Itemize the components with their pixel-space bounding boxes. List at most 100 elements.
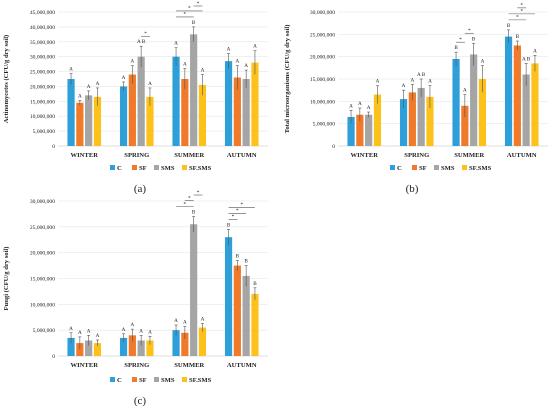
y-tick-label: 40,000,000 — [30, 25, 55, 31]
significance-letter: A — [402, 83, 406, 89]
legend-swatch — [434, 165, 439, 170]
legend-label: SF — [419, 165, 427, 172]
bar — [190, 224, 198, 356]
x-tick-label: AUTUMN — [227, 362, 257, 369]
legend-label: SF.SMS — [469, 165, 492, 172]
bar — [198, 327, 207, 356]
significance-letter: A — [96, 333, 100, 339]
bar — [137, 56, 145, 146]
y-axis-label: Total microorganisms (CFU/g dry soil) — [284, 25, 291, 134]
significance-star: * — [184, 12, 187, 18]
bar — [373, 94, 382, 146]
significance-letter: B — [244, 259, 248, 265]
significance-letter: B — [507, 23, 511, 29]
bar — [190, 34, 198, 147]
x-tick-label: SUMMER — [454, 152, 484, 159]
bar — [181, 79, 189, 146]
bar — [251, 62, 259, 146]
y-axis-label: Fungi (CFU/g dry soil) — [3, 247, 10, 311]
significance-letter: A — [174, 318, 178, 324]
bar — [251, 294, 259, 356]
significance-letter: A — [96, 81, 100, 87]
bar — [172, 330, 180, 356]
legend-swatch — [110, 377, 115, 382]
y-tick-label: 30,000,000 — [310, 10, 335, 16]
legend-swatch — [412, 165, 417, 170]
legend-swatch — [132, 377, 137, 382]
bar — [146, 340, 154, 356]
significance-letter: A — [533, 48, 537, 54]
significance-star: * — [240, 202, 243, 208]
significance-letter: B — [227, 222, 231, 228]
significance-letter: A — [367, 105, 371, 111]
bar — [233, 265, 241, 356]
y-tick-label: 15,000,000 — [30, 99, 55, 105]
bar — [85, 340, 93, 356]
significance-letter: A — [69, 67, 73, 73]
significance-letter: A — [244, 63, 248, 69]
significance-letter: A — [227, 47, 231, 53]
bar — [242, 79, 250, 146]
panel-label-c: (c) — [134, 395, 147, 407]
bar — [408, 92, 416, 146]
significance-letter: A — [122, 327, 126, 333]
y-tick-label: 10,000,000 — [30, 302, 55, 308]
bar — [224, 61, 233, 147]
significance-letter: A — [183, 62, 187, 68]
bar — [224, 237, 233, 356]
significance-star: * — [197, 190, 200, 196]
legend-swatch — [390, 165, 395, 170]
significance-star: * — [468, 28, 471, 34]
x-tick-label: SPRING — [404, 152, 429, 159]
y-tick-label: 25,000,000 — [310, 32, 335, 38]
y-tick-label: 25,000,000 — [30, 70, 55, 76]
significance-letter: B — [253, 281, 257, 287]
significance-star: * — [516, 15, 519, 21]
significance-letter: A — [183, 320, 187, 326]
y-tick-label: 30,000,000 — [30, 55, 55, 61]
bar — [137, 340, 145, 356]
y-axis-label: Actinomycetes (CFU/g dry soil) — [3, 35, 10, 123]
significance-star: * — [232, 214, 235, 220]
significance-star: * — [520, 3, 523, 9]
significance-star: * — [144, 31, 147, 37]
bar — [128, 335, 136, 356]
significance-letter: B — [192, 210, 196, 216]
significance-letter: A — [130, 59, 134, 65]
significance-letter: A B — [522, 56, 531, 62]
significance-letter: A — [87, 328, 91, 334]
y-tick-label: 0 — [52, 354, 55, 360]
significance-letter: A — [410, 77, 414, 83]
bar — [365, 114, 373, 146]
panel-label-a: (a) — [134, 183, 147, 195]
significance-letter: B — [454, 45, 458, 51]
bar — [67, 337, 75, 356]
legend-swatch — [132, 165, 137, 170]
panel-label-b: (b) — [406, 183, 419, 195]
bar — [522, 74, 530, 146]
legend-swatch — [110, 165, 115, 170]
legend-label: SF.SMS — [189, 165, 212, 172]
bar — [93, 96, 102, 146]
significance-letter: A — [78, 330, 82, 336]
significance-star: * — [188, 6, 191, 12]
significance-letter: A — [428, 79, 432, 85]
bar — [76, 102, 84, 146]
legend-swatch — [154, 165, 159, 170]
significance-letter: A — [481, 59, 485, 65]
significance-letter: A — [463, 88, 467, 94]
significance-star: * — [236, 208, 239, 214]
significance-letter: A — [87, 84, 91, 90]
significance-letter: A B — [417, 72, 426, 78]
significance-letter: A — [139, 328, 143, 334]
x-tick-label: SUMMER — [174, 362, 204, 369]
y-tick-label: 10,000,000 — [310, 99, 335, 105]
significance-letter: A — [148, 329, 152, 335]
legend-label: SF — [139, 165, 147, 172]
x-tick-label: SUMMER — [174, 152, 204, 159]
x-tick-label: SPRING — [124, 152, 149, 159]
legend-label: C — [397, 165, 402, 172]
significance-letter: A — [148, 81, 152, 87]
significance-letter: B — [192, 20, 196, 26]
